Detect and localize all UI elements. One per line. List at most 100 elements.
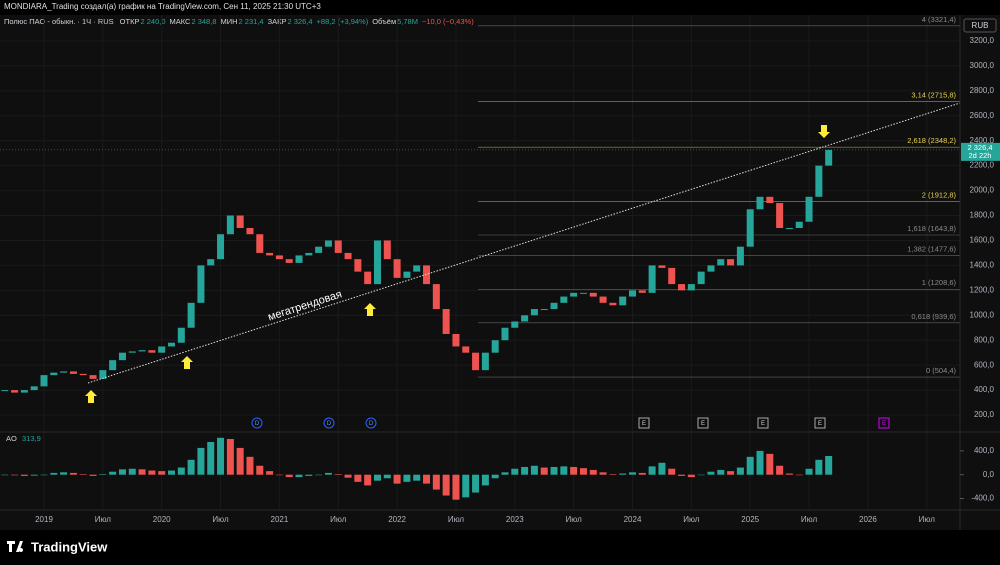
y-tick-label: 200,0 bbox=[974, 410, 995, 419]
ao-name: AO bbox=[6, 434, 17, 443]
y-tick-label: 1000,0 bbox=[970, 310, 995, 319]
dividend-marker[interactable] bbox=[323, 417, 335, 429]
candle bbox=[825, 149, 833, 166]
earnings-label: E bbox=[761, 421, 765, 427]
candle bbox=[69, 371, 77, 374]
x-tick-label: Июл bbox=[95, 515, 112, 524]
candle bbox=[756, 196, 764, 210]
candle bbox=[785, 227, 793, 229]
candle bbox=[815, 165, 823, 197]
candle bbox=[50, 372, 58, 376]
ao-bar bbox=[442, 474, 450, 496]
countdown: 2d 22h bbox=[969, 151, 992, 160]
earnings-marker[interactable] bbox=[757, 417, 769, 429]
candle bbox=[717, 259, 725, 266]
ao-bar bbox=[609, 474, 617, 475]
candle bbox=[727, 259, 735, 266]
ao-tick-label: -400,0 bbox=[971, 494, 994, 503]
candle bbox=[118, 352, 126, 361]
ao-bar bbox=[756, 450, 764, 475]
ao-bar bbox=[697, 474, 705, 476]
last-price-label: 2 326,4 bbox=[967, 143, 992, 152]
legend-text: 2 240,0 bbox=[140, 17, 165, 26]
candle bbox=[315, 246, 323, 253]
fib-label: 3,14 (2715,8) bbox=[911, 90, 956, 99]
candle bbox=[550, 302, 558, 310]
candle bbox=[638, 290, 646, 293]
currency-box[interactable] bbox=[963, 18, 997, 33]
ao-bar bbox=[746, 456, 754, 475]
candle bbox=[60, 371, 68, 373]
candle bbox=[197, 265, 205, 303]
candle bbox=[511, 321, 519, 328]
ao-bar bbox=[658, 462, 666, 475]
x-tick-label: 2025 bbox=[741, 515, 759, 524]
ao-bar bbox=[305, 474, 313, 476]
ao-bar bbox=[168, 470, 176, 475]
candle bbox=[687, 284, 695, 291]
candle bbox=[805, 196, 813, 222]
dividend-marker[interactable] bbox=[251, 417, 263, 429]
author-line: MONDIARA_Trading создал(а) график на Tra… bbox=[4, 2, 321, 11]
ao-bar bbox=[177, 467, 185, 475]
dividend-marker[interactable] bbox=[365, 417, 377, 429]
ao-bar bbox=[511, 468, 519, 475]
up-arrow bbox=[85, 390, 97, 403]
ao-bar bbox=[472, 474, 480, 493]
candle bbox=[217, 234, 225, 260]
ao-bar bbox=[89, 474, 97, 476]
dividend-markers: D D D bbox=[251, 417, 377, 429]
chart-background bbox=[0, 15, 1000, 530]
candle bbox=[413, 265, 421, 272]
candle bbox=[540, 309, 548, 311]
candle bbox=[403, 271, 411, 278]
candle bbox=[226, 215, 234, 235]
candle bbox=[452, 333, 460, 347]
candle bbox=[530, 309, 538, 316]
earnings-marker[interactable] bbox=[878, 417, 890, 429]
fib-label: 1,382 (1477,6) bbox=[907, 245, 956, 254]
price-badge bbox=[961, 142, 1000, 161]
ao-bar bbox=[334, 474, 342, 475]
x-tick-label: 2023 bbox=[506, 515, 524, 524]
candle bbox=[20, 390, 28, 393]
legend-text: 2 326,4 bbox=[287, 17, 312, 26]
ao-bar bbox=[736, 467, 744, 475]
earnings-marker[interactable] bbox=[697, 417, 709, 429]
ao-bar bbox=[128, 468, 136, 475]
x-tick-label: Июл bbox=[212, 515, 229, 524]
x-tick-label: 2024 bbox=[624, 515, 642, 524]
ao-bar bbox=[766, 453, 774, 475]
legend-text: МИН bbox=[220, 17, 237, 26]
up-arrow bbox=[181, 356, 193, 369]
arrows bbox=[85, 125, 830, 403]
earnings-marker[interactable] bbox=[638, 417, 650, 429]
ao-bar bbox=[118, 469, 126, 475]
fib-label: 2,618 (2348,2) bbox=[907, 136, 956, 145]
ao-bar bbox=[540, 467, 548, 475]
ao-tick-label: 400,0 bbox=[974, 446, 995, 455]
earnings-marker[interactable] bbox=[814, 417, 826, 429]
ao-bar bbox=[707, 471, 715, 475]
y-tick-label: 2000,0 bbox=[970, 186, 995, 195]
candle bbox=[472, 352, 480, 371]
currency: RUB bbox=[972, 21, 989, 30]
fib-label: 0,618 (939,6) bbox=[911, 312, 956, 321]
ao-bar bbox=[197, 447, 205, 475]
footer bbox=[0, 530, 1000, 565]
candle bbox=[589, 292, 597, 297]
candle bbox=[1, 390, 9, 392]
candle bbox=[746, 209, 754, 247]
candle bbox=[481, 352, 489, 371]
legend-text: Объём bbox=[372, 17, 396, 26]
ao-bar bbox=[393, 474, 401, 484]
legend-text: МАКС bbox=[170, 17, 192, 26]
y-tick-label: 2600,0 bbox=[970, 111, 995, 120]
ao-bar bbox=[207, 441, 215, 475]
candle bbox=[668, 267, 676, 285]
candle bbox=[491, 340, 499, 353]
legend-text: 2 348,8 bbox=[191, 17, 216, 26]
candle bbox=[609, 302, 617, 306]
